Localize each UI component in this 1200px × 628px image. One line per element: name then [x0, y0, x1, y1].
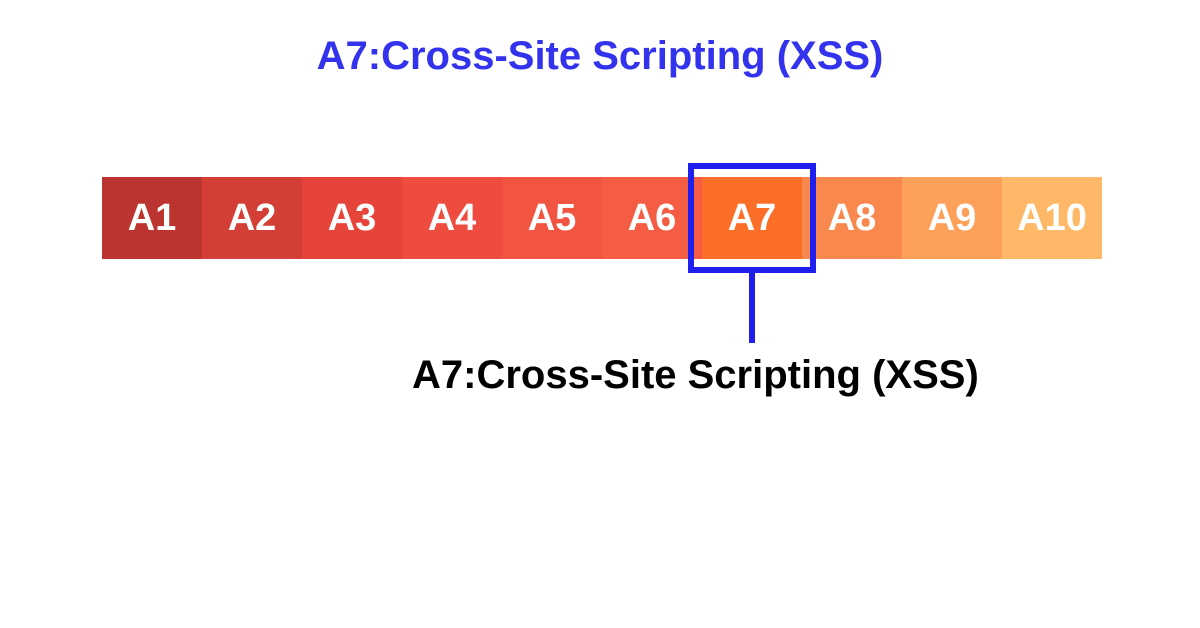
- severity-cell-a10: A10: [1002, 177, 1102, 259]
- severity-cell-a5: A5: [502, 177, 602, 259]
- severity-row: A1A2A3A4A5A6A7A8A9A10: [102, 177, 1102, 259]
- severity-cell-a2: A2: [202, 177, 302, 259]
- severity-cell-a4: A4: [402, 177, 502, 259]
- severity-cell-a1: A1: [102, 177, 202, 259]
- connector-line: [749, 273, 755, 343]
- severity-cell-a7: A7: [702, 177, 802, 259]
- severity-cell-a6: A6: [602, 177, 702, 259]
- severity-cell-a3: A3: [302, 177, 402, 259]
- diagram-canvas: A7:Cross-Site Scripting (XSS) A1A2A3A4A5…: [0, 0, 1200, 628]
- severity-cell-a8: A8: [802, 177, 902, 259]
- page-title: A7:Cross-Site Scripting (XSS): [0, 34, 1200, 79]
- callout-label: A7:Cross-Site Scripting (XSS): [412, 353, 979, 398]
- severity-cell-a9: A9: [902, 177, 1002, 259]
